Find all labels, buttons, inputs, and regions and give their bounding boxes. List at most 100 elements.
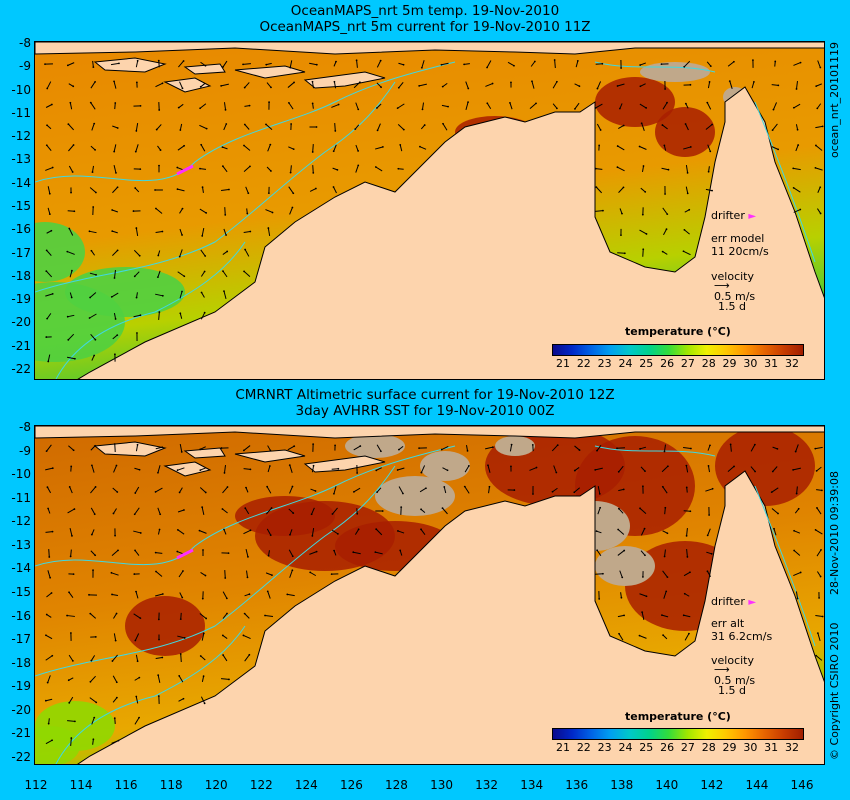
current-arrow-head [293,445,296,448]
current-arrow [311,528,315,536]
current-arrow [200,655,206,661]
current-arrow [816,466,822,472]
current-arrow-head [644,470,646,473]
current-arrow [617,83,625,87]
current-arrow-head [246,212,249,215]
current-arrow-head [291,555,294,558]
colorbar-tick-label: 29 [722,741,737,754]
current-arrow-head [202,632,205,635]
current-arrow [67,508,75,514]
current-arrow [47,186,51,194]
current-arrow [68,654,74,662]
current-arrow [397,467,405,471]
current-arrow [222,486,228,494]
current-arrow-head [117,739,120,742]
island [35,42,824,55]
current-arrow [795,444,799,452]
current-arrow-head [663,555,666,558]
current-arrow-head [664,506,667,509]
drifter-label-bottom: drifter ► [711,595,756,609]
current-arrow [772,123,778,131]
current-arrow-head [310,513,313,516]
lat-tick-label: -14 [11,561,31,576]
current-arrow [266,62,272,66]
current-arrow [619,570,623,578]
colorbar-tick-label: 26 [660,741,675,754]
current-arrow-head [754,470,756,473]
current-arrow-head [158,638,160,641]
current-arrow-head [67,123,70,126]
current-arrow-head [331,513,334,515]
current-arrow [420,529,426,535]
current-arrow [708,465,710,473]
current-arrow-head [68,486,71,488]
current-arrow [112,697,118,703]
island [234,449,306,463]
current-arrow [442,507,448,515]
current-arrow [287,593,295,597]
current-arrow [309,551,317,555]
current-arrow [705,488,713,492]
current-arrow [771,146,779,150]
current-arrow [816,103,822,109]
current-arrow [134,717,140,725]
current-arrow-head [599,129,602,131]
current-arrow [596,123,602,131]
current-arrow-head [44,699,47,702]
current-arrow [619,208,623,214]
current-arrow-head [118,62,120,65]
current-arrow-head [574,107,576,110]
current-arrow-head [644,190,647,193]
current-arrow-head [753,443,756,446]
lat-tick-label: -16 [11,608,31,623]
current-arrow [354,124,360,130]
current-arrow-head [709,444,711,447]
current-arrow [201,633,205,641]
current-arrow [443,486,447,494]
current-arrow-head [311,102,314,105]
current-arrow-head [332,186,335,188]
current-arrow-head [816,507,818,509]
current-arrow [221,83,229,87]
current-arrow [464,486,470,494]
current-arrow [68,144,74,152]
current-arrow [200,82,206,88]
current-arrow [89,187,97,193]
current-arrow-head [314,187,317,190]
current-arrow [750,444,756,452]
current-arrow-head [598,598,601,600]
current-arrow [509,102,513,110]
current-arrow-head [133,513,136,516]
current-arrow [45,467,53,471]
current-arrow [311,465,315,473]
current-arrow-head [247,192,250,195]
current-arrow [617,166,625,172]
current-arrow [111,549,119,557]
colorbar-tick-label: 31 [764,741,779,754]
current-arrow [155,446,163,450]
current-arrow [375,166,383,172]
current-arrow-head [48,192,51,195]
current-arrow-head [269,143,272,146]
current-arrow-head [334,130,337,132]
lat-tick-label: -19 [11,292,31,307]
current-arrow-head [639,85,642,88]
lon-tick-label: 136 [565,778,589,792]
current-arrow [178,103,184,109]
current-arrow-head [89,101,92,104]
current-arrow [640,187,646,193]
current-arrow-head [135,130,138,132]
current-arrow [816,507,822,515]
current-arrow [112,675,118,683]
current-arrow [793,187,801,193]
current-arrow-head [224,108,227,111]
current-arrow [640,466,646,472]
current-arrow [664,507,666,515]
current-arrow-head [336,532,339,535]
current-arrow-head [244,248,247,251]
current-arrow-head [181,596,184,599]
current-arrow-head [161,82,164,85]
current-arrow-head [792,167,795,170]
current-arrow [465,81,469,89]
current-arrow [353,445,361,451]
